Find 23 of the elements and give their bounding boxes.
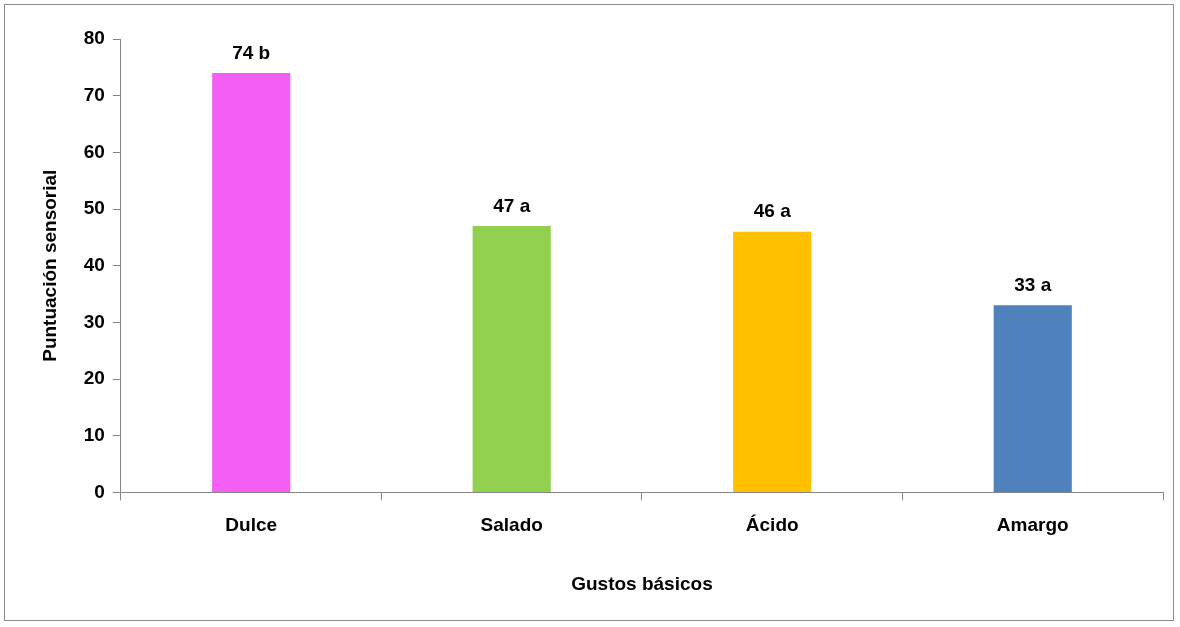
y-tick-label: 40 [83,253,105,275]
x-axis-title: Gustos básicos [571,572,713,594]
y-tick-label: 70 [83,83,105,105]
bar [212,73,291,492]
x-tick-label: Salado [480,514,543,536]
bar [733,231,812,492]
y-tick-label: 50 [83,197,105,219]
data-label: 46 a [753,200,792,222]
bar [472,226,551,492]
x-tick-label: Ácido [745,514,799,536]
y-tick-label: 30 [83,310,105,332]
y-tick-label: 10 [83,423,105,445]
data-label: 33 a [1014,274,1052,296]
y-tick-label: 80 [83,27,105,49]
bar [993,305,1072,492]
data-label: 74 b [232,41,271,63]
y-tick-label: 20 [83,367,105,389]
y-tick-label: 0 [94,480,105,502]
y-axis-title: Puntuación sensorial [38,169,60,362]
y-tick-label: 60 [83,140,105,162]
x-tick-label: Dulce [225,514,278,536]
x-tick-label: Amargo [996,514,1069,536]
data-label: 47 a [493,194,531,216]
